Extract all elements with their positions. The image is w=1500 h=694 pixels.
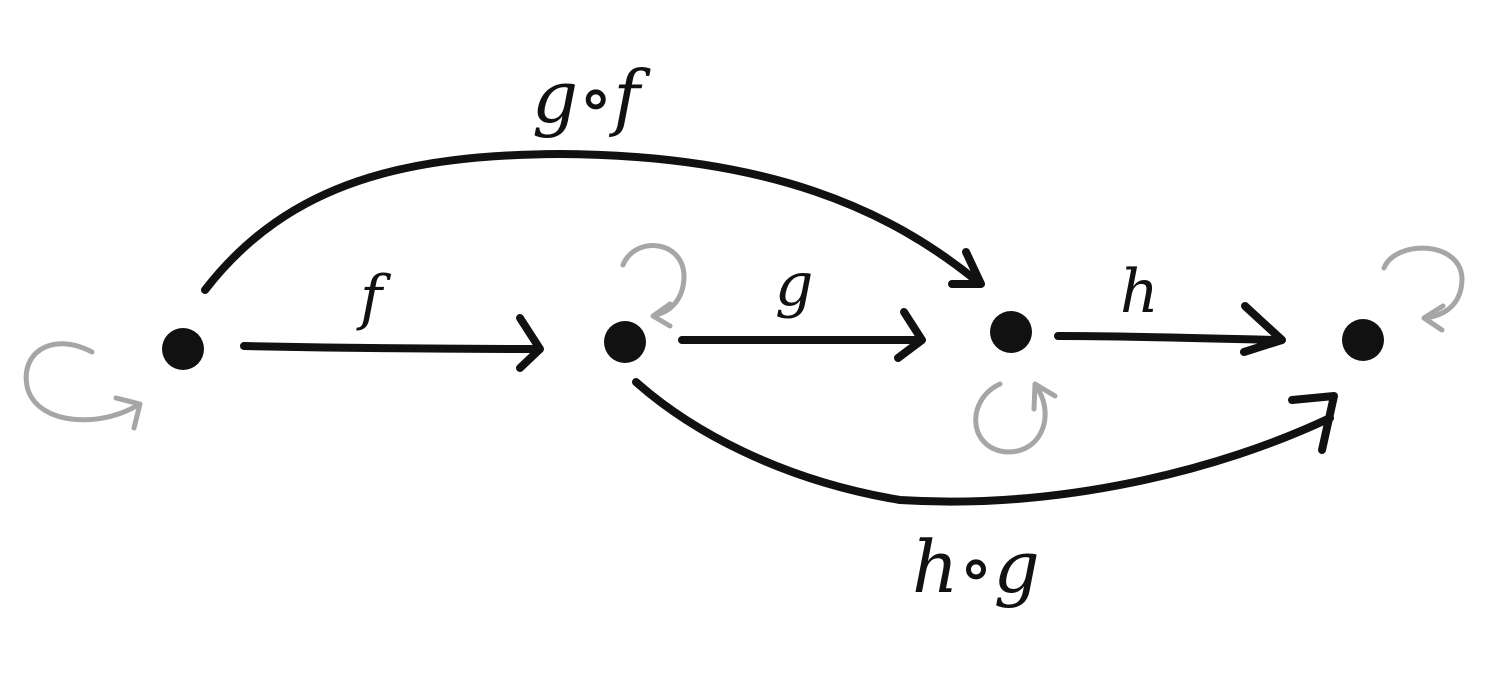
arrow-h (1054, 302, 1286, 356)
identity-loop-object-3 (973, 381, 1058, 455)
arrow-g-of-f (201, 150, 985, 294)
arrow-h-of-g (632, 378, 1338, 506)
identity-loop-object-2 (620, 243, 687, 329)
arrow-f (240, 314, 544, 372)
object-1 (162, 328, 204, 370)
label-h: h (1120, 257, 1159, 327)
label-f: f (356, 263, 392, 333)
object-4 (1342, 319, 1384, 361)
object-3 (990, 311, 1032, 353)
identity-loop-object-1 (23, 341, 143, 431)
label-g-of-f: g∘f (532, 55, 651, 139)
object-2 (604, 321, 646, 363)
identity-loop-object-4 (1381, 245, 1465, 333)
arrow-g (678, 308, 926, 362)
label-g: g (775, 250, 813, 320)
label-h-of-g: h∘g (912, 525, 1040, 609)
